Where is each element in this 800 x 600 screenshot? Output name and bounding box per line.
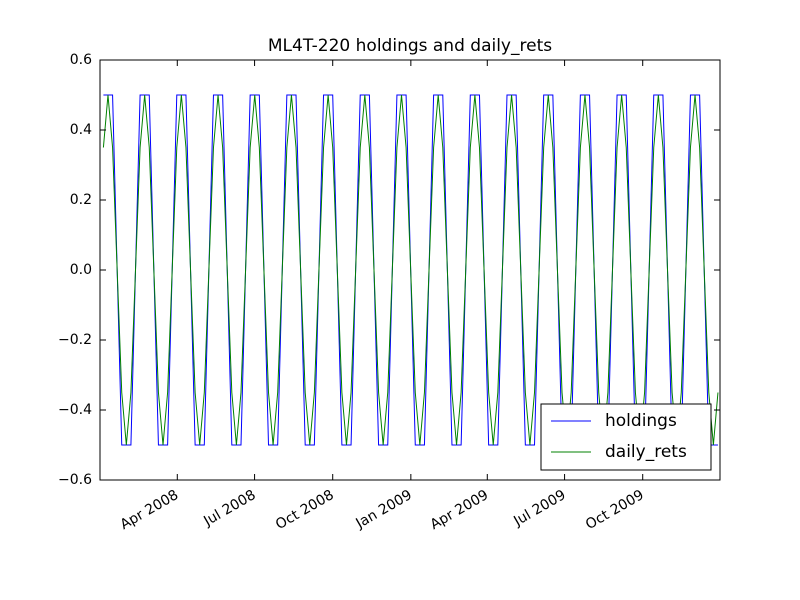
legend-box xyxy=(540,403,712,471)
legend: holdings daily_rets xyxy=(540,403,712,471)
y-tick-label: 0.2 xyxy=(70,192,92,208)
series-line xyxy=(102,94,719,446)
y-tick-label: 0.6 xyxy=(70,52,92,68)
y-tick-label: 0.0 xyxy=(70,262,92,278)
y-tick-label: −0.2 xyxy=(58,332,92,348)
y-tick-label: −0.4 xyxy=(58,402,92,418)
y-tick-label: −0.6 xyxy=(58,472,92,488)
legend-label: holdings xyxy=(605,411,677,431)
y-tick-label: 0.4 xyxy=(70,122,92,138)
legend-label: daily_rets xyxy=(605,442,687,462)
chart-title: ML4T-220 holdings and daily_rets xyxy=(268,36,552,56)
